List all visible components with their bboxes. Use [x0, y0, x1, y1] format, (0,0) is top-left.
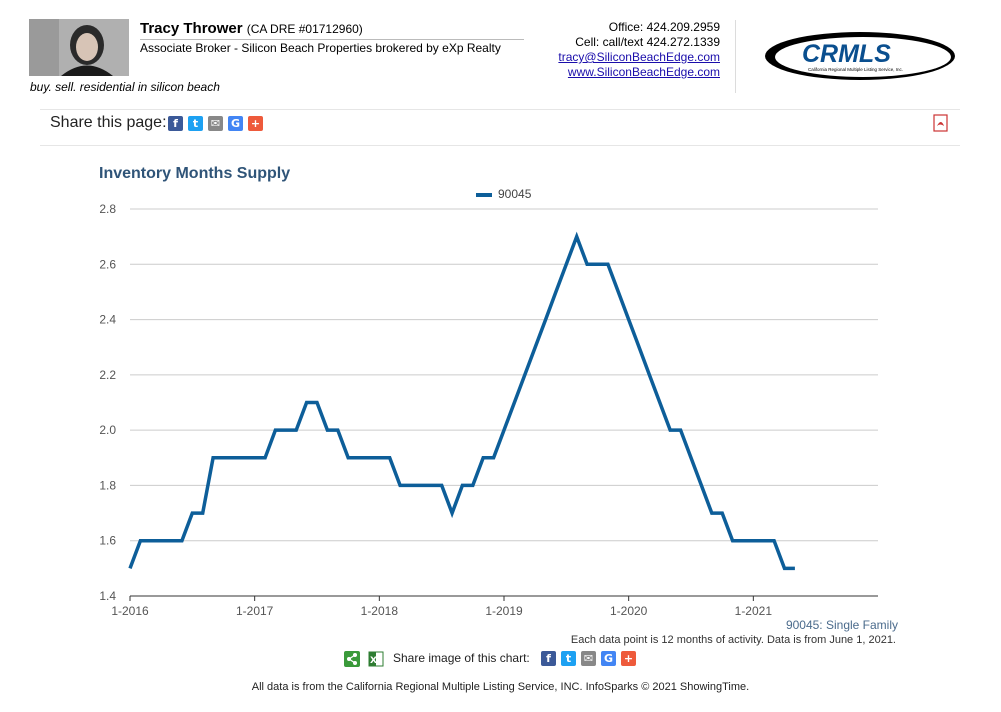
- x-tick-label: 1-2016: [111, 604, 149, 618]
- y-tick-label: 1.8: [99, 478, 116, 492]
- x-tick-label: 1-2017: [236, 604, 274, 618]
- share-chart-icon[interactable]: [344, 651, 360, 672]
- agent-photo: [29, 19, 129, 76]
- chart-footnote: Each data point is 12 months of activity…: [570, 634, 896, 646]
- share-rule: [40, 145, 960, 146]
- plus-icon[interactable]: +: [621, 651, 636, 666]
- crmls-logo: CRMLS California Regional Multiple Listi…: [762, 30, 958, 87]
- facebook-icon[interactable]: f: [168, 116, 183, 131]
- y-tick-label: 1.6: [99, 534, 116, 548]
- x-tick-label: 1-2019: [485, 604, 523, 618]
- y-tick-label: 2.6: [99, 257, 116, 271]
- website-link[interactable]: www.SiliconBeachEdge.com: [567, 65, 720, 79]
- legend-label: 90045: [498, 187, 532, 201]
- x-tick-label: 1-2021: [735, 604, 773, 618]
- copyright: All data is from the California Regional…: [251, 681, 750, 693]
- share-page-label: Share this page:: [50, 114, 167, 131]
- y-tick-label: 2.2: [99, 368, 116, 382]
- share-image-label: Share image of this chart:: [393, 651, 530, 665]
- excel-icon[interactable]: X: [368, 651, 384, 672]
- svg-text:X: X: [370, 656, 377, 666]
- cell-phone: Cell: call/text 424.272.1339: [575, 35, 720, 49]
- agent-name-text: Tracy Thrower: [140, 20, 243, 37]
- y-tick-label: 2.8: [99, 202, 116, 216]
- header-divider: [735, 20, 736, 93]
- tagline: buy. sell. residential in silicon beach: [30, 80, 220, 94]
- twitter-icon[interactable]: t: [561, 651, 576, 666]
- y-tick-label: 1.4: [99, 589, 116, 603]
- logo-text: CRMLS: [802, 40, 891, 68]
- google-icon[interactable]: G: [228, 116, 243, 131]
- y-tick-label: 2.0: [99, 423, 116, 437]
- pdf-icon[interactable]: [932, 114, 950, 137]
- email-icon[interactable]: ✉: [208, 116, 223, 131]
- logo-subtext: California Regional Multiple Listing Ser…: [808, 67, 903, 72]
- agent-name: Tracy Thrower (CA DRE #01712960): [140, 20, 363, 37]
- chart-subtitle: 90045: Single Family: [785, 618, 898, 632]
- email-icon[interactable]: ✉: [581, 651, 596, 666]
- google-icon[interactable]: G: [601, 651, 616, 666]
- x-tick-label: 1-2020: [610, 604, 648, 618]
- y-tick-label: 2.4: [99, 313, 116, 327]
- chart-legend[interactable]: 90045: [476, 187, 531, 201]
- agent-title: Associate Broker - Silicon Beach Propert…: [140, 39, 524, 55]
- legend-swatch: [476, 192, 492, 197]
- twitter-icon[interactable]: t: [188, 116, 203, 131]
- agent-dre: (CA DRE #01712960): [246, 22, 363, 36]
- chart-title: Inventory Months Supply: [99, 165, 291, 182]
- facebook-icon[interactable]: f: [541, 651, 556, 666]
- header-rule: [40, 109, 960, 110]
- email-link[interactable]: tracy@SiliconBeachEdge.com: [558, 50, 720, 64]
- series-line-90045: [128, 231, 795, 571]
- x-tick-label: 1-2018: [361, 604, 399, 618]
- office-phone: Office: 424.209.2959: [608, 20, 720, 34]
- plus-icon[interactable]: +: [248, 116, 263, 131]
